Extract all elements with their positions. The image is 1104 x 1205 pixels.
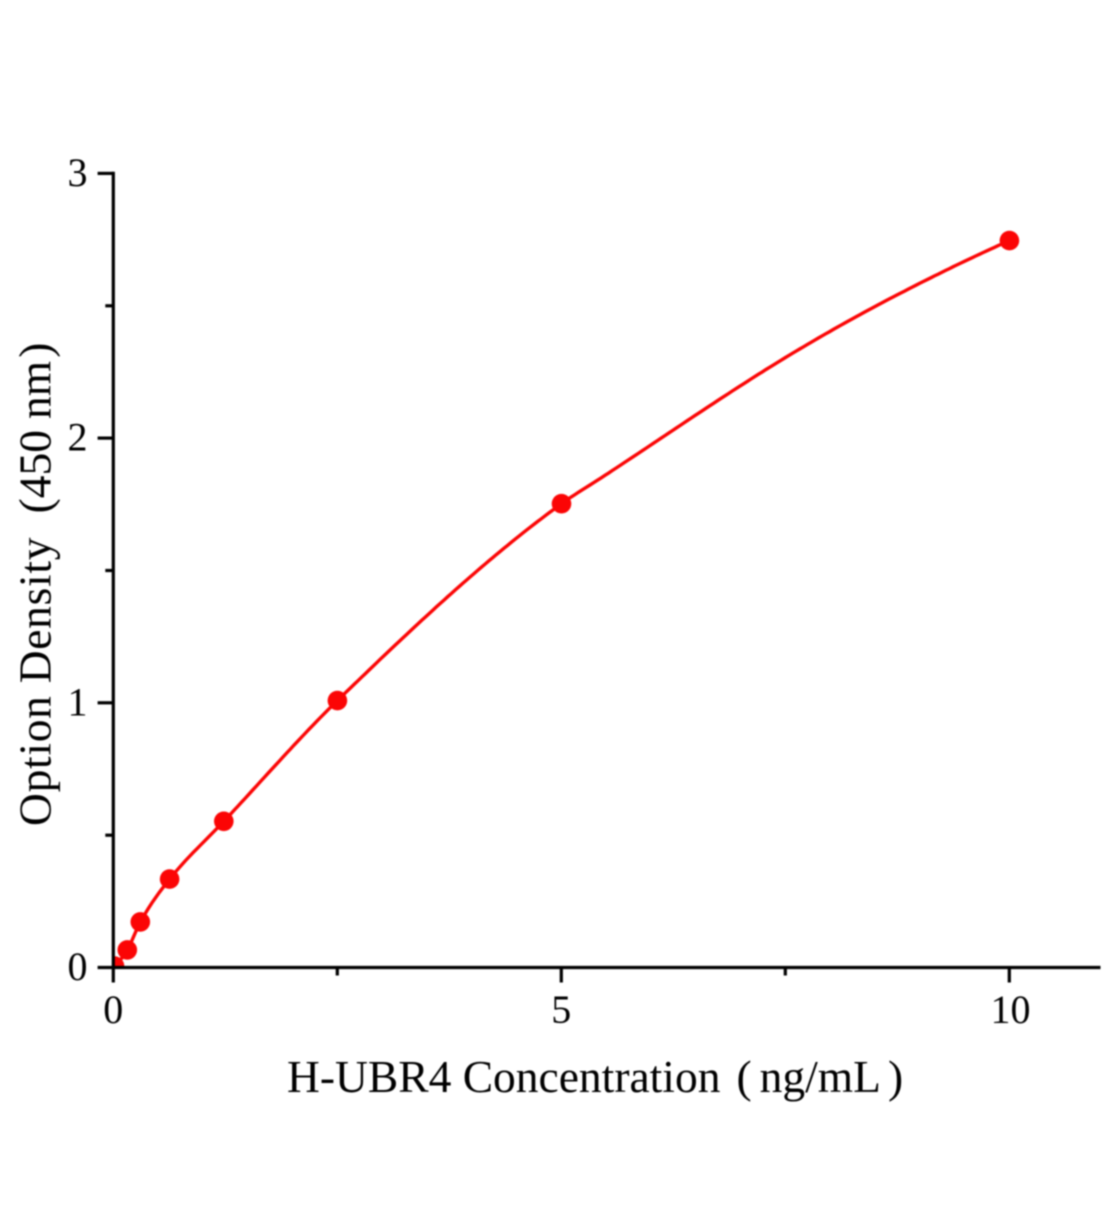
svg-text:0: 0 (103, 987, 123, 1032)
svg-text:10: 10 (991, 987, 1031, 1032)
svg-text:Option Density: Option Density (10, 537, 61, 826)
svg-text:2: 2 (68, 415, 88, 460)
svg-text:3: 3 (68, 150, 88, 195)
svg-text:5: 5 (551, 987, 571, 1032)
svg-text:1: 1 (68, 679, 88, 724)
svg-text:0: 0 (68, 944, 88, 989)
svg-text:H-UBR4 Concentration(ng/mL): H-UBR4 Concentration(ng/mL) (287, 1051, 903, 1102)
